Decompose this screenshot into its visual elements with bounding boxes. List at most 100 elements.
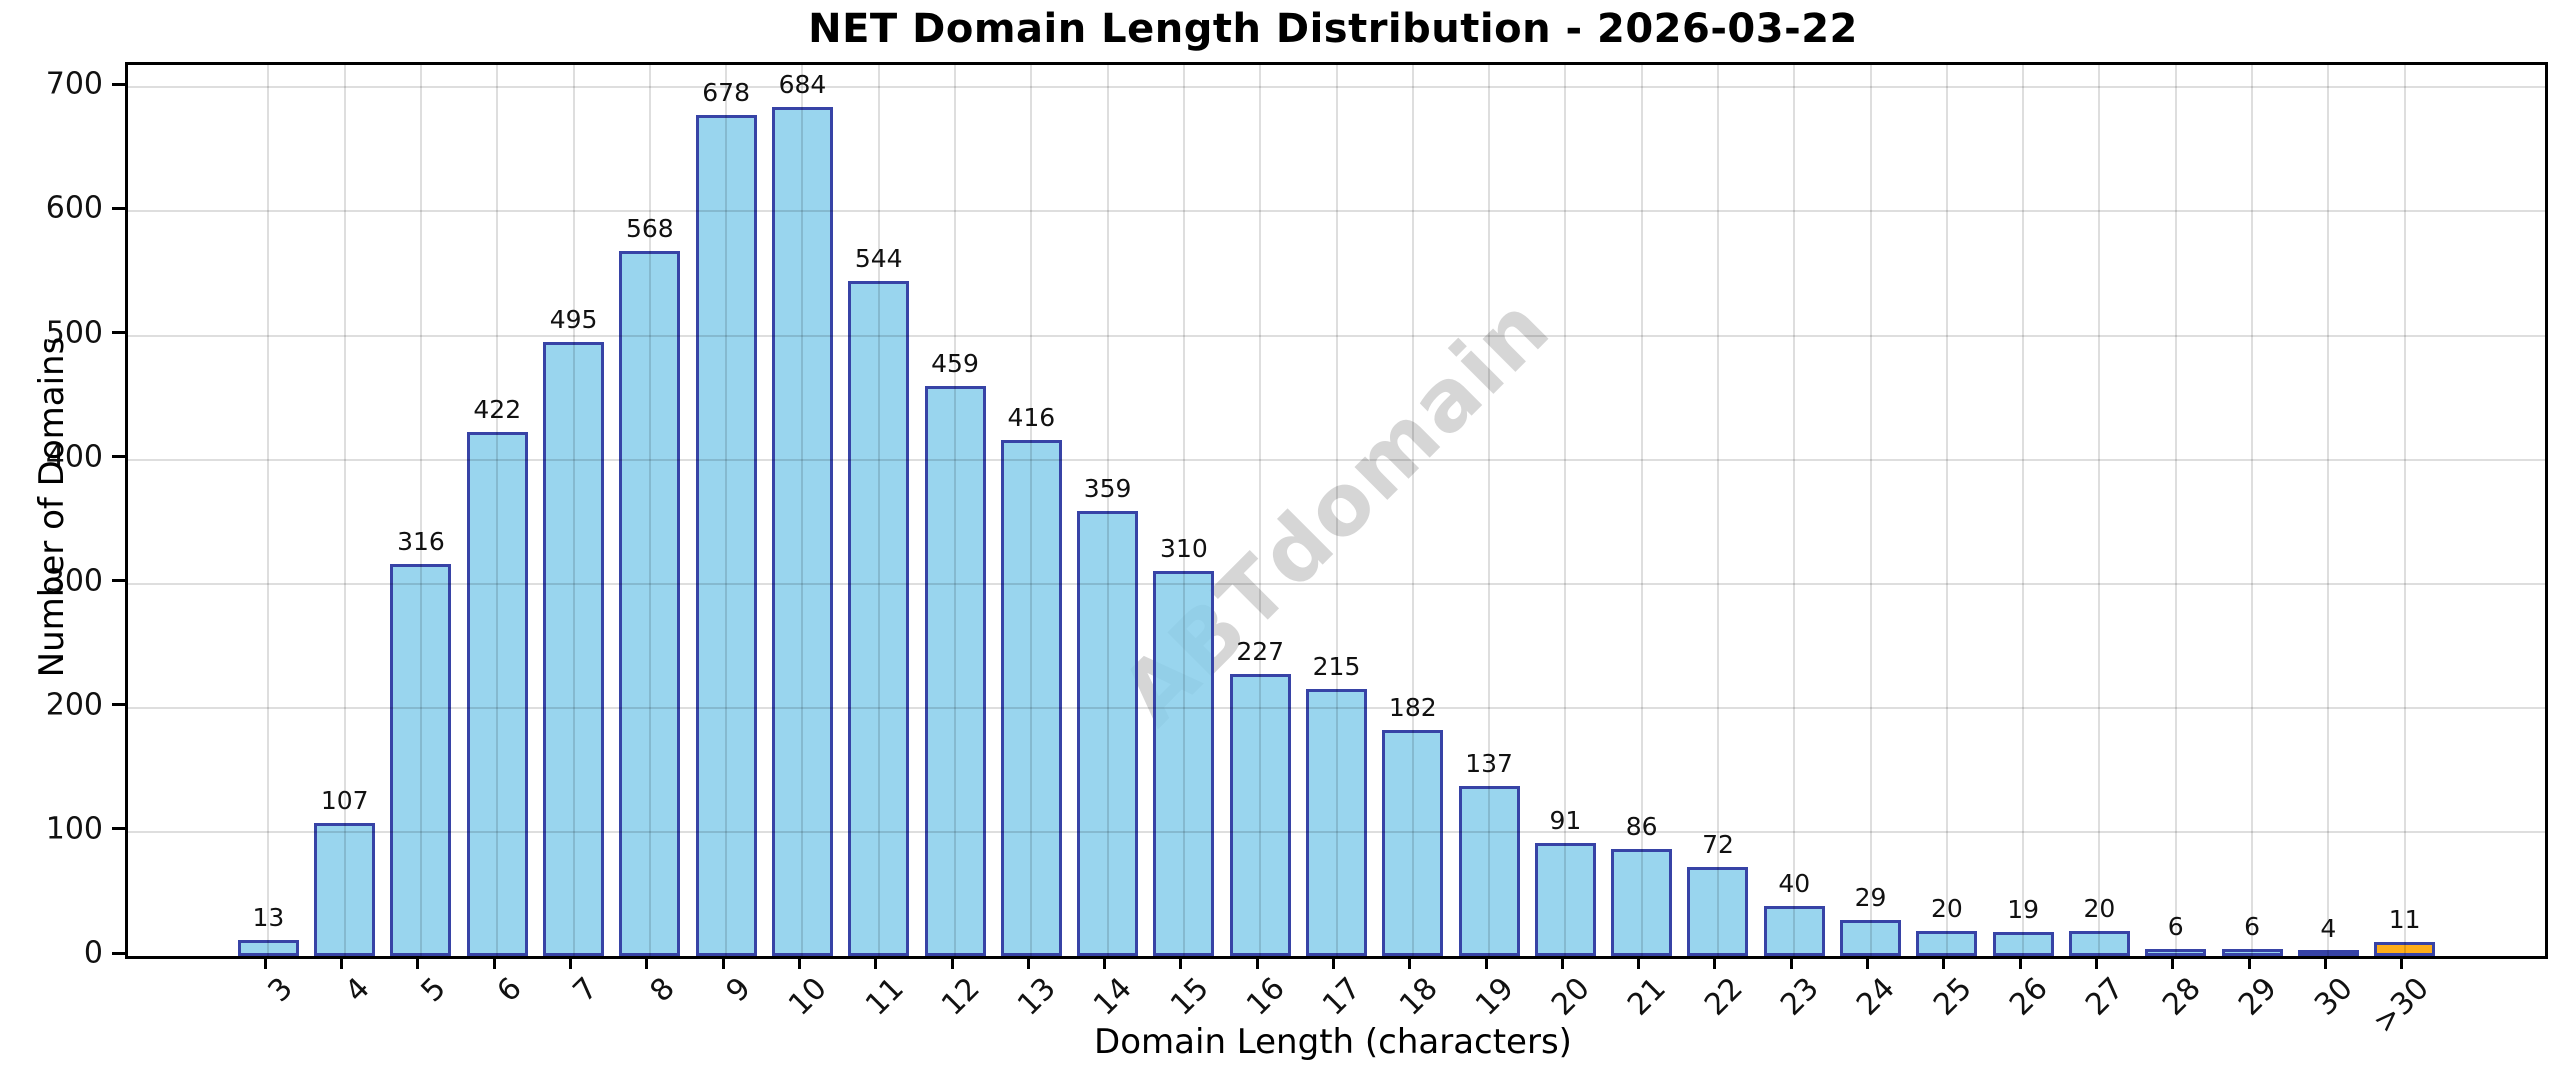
v-gridline (267, 65, 270, 956)
bar-value-label: 459 (931, 349, 979, 379)
y-tick-mark (112, 827, 125, 831)
chart-title: NET Domain Length Distribution - 2026-03… (808, 6, 1858, 52)
bar-value-label: 678 (702, 77, 750, 107)
x-tick-label-text: 28 (2155, 970, 2208, 1023)
x-tick-mark (1103, 956, 1107, 969)
bar-value-label: 137 (1465, 749, 1513, 778)
bar (1916, 931, 1978, 956)
v-gridline (1945, 65, 1948, 956)
x-tick-label-text: 15 (1163, 970, 1216, 1023)
x-tick-label-text: 3 (261, 970, 301, 1010)
x-tick-label-text: 7 (566, 970, 606, 1010)
bar (1382, 730, 1444, 956)
h-gridline (128, 334, 2545, 337)
x-tick-mark (1866, 956, 1870, 969)
bar (237, 939, 299, 956)
bar (1000, 439, 1062, 956)
y-tick-label: 700 (45, 66, 103, 102)
y-tick-label: 200 (45, 687, 103, 723)
bar-value-label: 13 (252, 902, 285, 932)
bar (390, 563, 452, 956)
x-tick-mark (1713, 956, 1717, 969)
bar (1534, 843, 1596, 956)
x-tick-mark (721, 956, 725, 969)
y-tick-mark (112, 579, 125, 583)
x-tick-mark (797, 956, 801, 969)
y-tick-mark (112, 951, 125, 955)
v-gridline (1869, 65, 1872, 956)
x-tick-label-text: 8 (643, 970, 682, 1010)
bar (848, 280, 910, 956)
x-tick-mark (492, 956, 496, 969)
x-axis-title: Domain Length (characters) (1094, 1022, 1572, 1062)
bar-value-label: 11 (2388, 905, 2421, 935)
x-tick-mark (1408, 956, 1412, 969)
bar (695, 114, 757, 956)
y-tick-label: 100 (45, 811, 103, 847)
x-tick-mark (569, 956, 573, 969)
v-gridline (2022, 65, 2025, 956)
v-gridline (1793, 65, 1796, 956)
x-tick-label-text: 9 (719, 970, 758, 1010)
bar (543, 341, 605, 956)
x-tick-label-text: 25 (1926, 970, 1979, 1023)
bar (314, 823, 376, 956)
bar (1611, 849, 1673, 956)
y-tick-label: 0 (83, 935, 103, 971)
x-tick-label-text: 13 (1011, 970, 1063, 1023)
bar (2145, 948, 2207, 956)
x-tick-label-text: 17 (1316, 970, 1369, 1023)
v-gridline (2098, 65, 2101, 956)
v-gridline (2327, 65, 2330, 956)
x-tick-mark (1484, 956, 1488, 969)
x-tick-mark (2400, 956, 2404, 969)
bar-value-label: 20 (2083, 894, 2116, 924)
x-tick-label-text: 6 (490, 970, 529, 1010)
x-tick-mark (950, 956, 954, 969)
x-tick-label-text: 16 (1240, 970, 1292, 1023)
v-gridline (1716, 65, 1719, 956)
x-tick-mark (263, 956, 267, 969)
bar-value-label: 107 (320, 786, 369, 816)
x-tick-label-text: 18 (1392, 970, 1445, 1023)
bar-value-label: 422 (473, 395, 522, 425)
y-tick-label: 600 (45, 190, 103, 226)
x-tick-label-text: 22 (1697, 970, 1750, 1023)
x-tick-label-text: 5 (414, 970, 453, 1010)
y-tick-label: 400 (45, 439, 103, 475)
x-tick-label-text: 27 (2079, 970, 2132, 1023)
v-gridline (2403, 65, 2406, 956)
bar (2297, 950, 2359, 956)
x-tick-mark (2018, 956, 2022, 969)
y-tick-mark (112, 206, 125, 210)
x-tick-mark (340, 956, 344, 969)
bar (2068, 931, 2130, 956)
y-axis-title: Number of Domains (32, 336, 72, 678)
bar (1840, 920, 1902, 956)
x-tick-mark (1789, 956, 1793, 969)
bar (1305, 689, 1367, 956)
bar-value-label: 91 (1549, 806, 1582, 836)
bar-value-label: 182 (1388, 693, 1437, 723)
bar (771, 107, 833, 956)
bar (1763, 906, 1825, 956)
x-tick-mark (645, 956, 649, 969)
y-tick-mark (112, 455, 125, 459)
bar-value-label: 684 (778, 70, 827, 100)
x-tick-label-text: 20 (1545, 970, 1598, 1023)
bar (619, 251, 681, 956)
bar (1458, 786, 1520, 956)
plot-area: ABTdomain 13 107 316 422 495 568 678 684 544 459 4… (125, 62, 2548, 959)
bar-value-label: 416 (1007, 402, 1056, 432)
bar-value-label: 40 (1778, 869, 1811, 899)
x-tick-mark (1255, 956, 1259, 969)
y-tick-mark (112, 331, 125, 335)
x-tick-mark (2094, 956, 2098, 969)
bar (924, 386, 986, 956)
x-tick-label-text: 4 (338, 970, 377, 1010)
bar (1153, 571, 1215, 956)
bar-value-label: 20 (1930, 894, 1963, 924)
x-tick-mark (2323, 956, 2327, 969)
bar (2221, 948, 2283, 956)
x-tick-label-text: 11 (858, 970, 911, 1023)
